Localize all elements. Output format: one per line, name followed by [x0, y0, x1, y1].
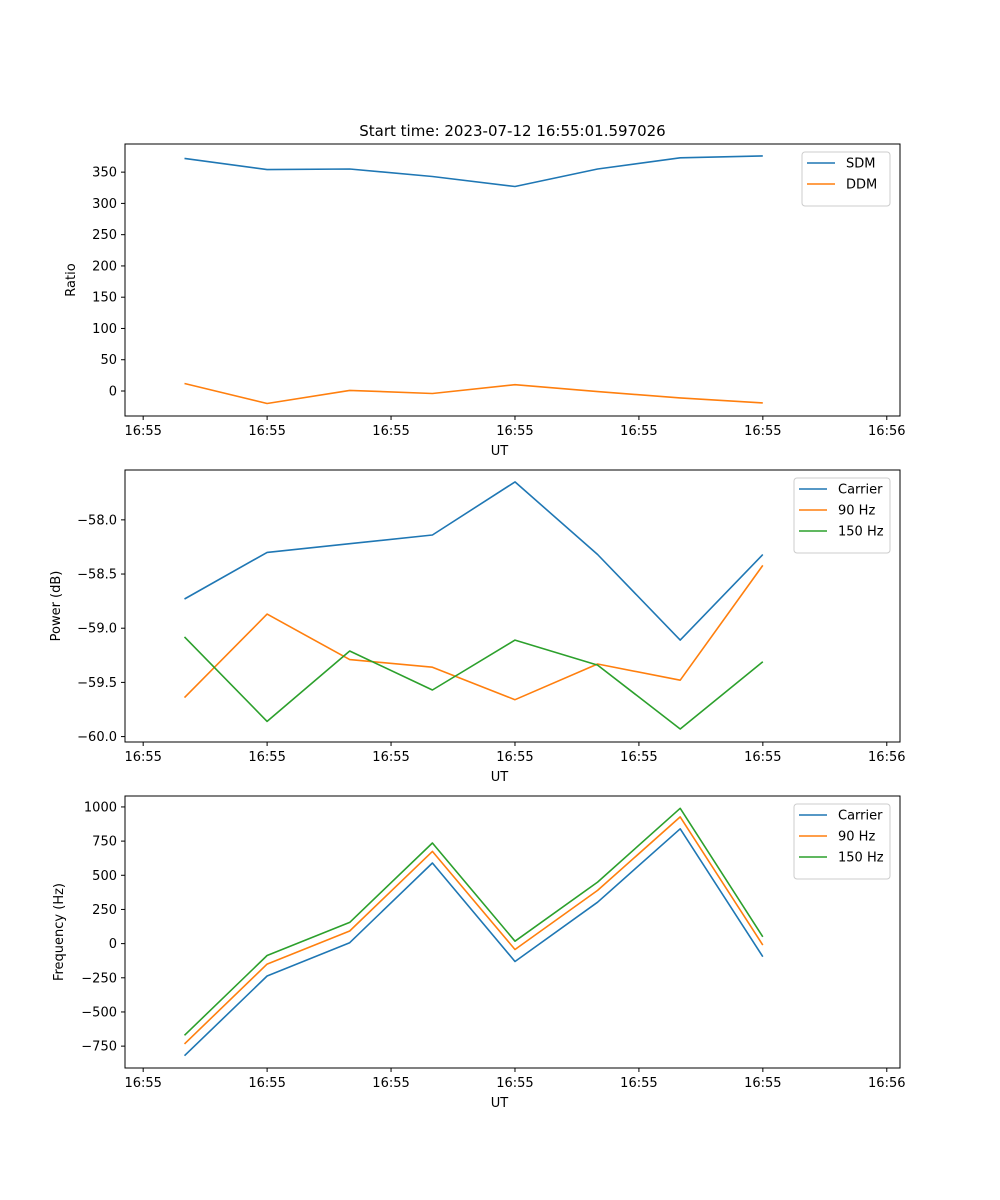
- x-tick-label: 16:55: [496, 424, 533, 439]
- series-line-sdm: [184, 155, 763, 188]
- x-tick-label: 16:56: [868, 424, 905, 439]
- y-tick-label: 750: [92, 835, 117, 850]
- x-tick-label: 16:55: [124, 424, 161, 439]
- legend: SDM DDM: [801, 151, 891, 207]
- y-tick-label: 0: [109, 384, 117, 399]
- x-tick-label: 16:55: [744, 424, 781, 439]
- legend-box: [793, 477, 891, 554]
- y-axis-label: Power (dB): [49, 571, 64, 642]
- plot-frame: [124, 469, 901, 743]
- series-line-carrier: [184, 481, 764, 641]
- figure-title: Start time: 2023-07-12 16:55:01.597026: [359, 122, 665, 140]
- x-tick-label: 16:55: [620, 424, 657, 439]
- y-tick-label: 300: [92, 197, 117, 212]
- y-tick-label: −59.5: [77, 676, 117, 691]
- y-tick-label: −500: [81, 1005, 117, 1020]
- y-tick-label: 150: [92, 291, 117, 306]
- x-tick-label: 16:55: [124, 750, 161, 765]
- y-tick-label: 50: [100, 353, 117, 368]
- x-tick-label: 16:55: [248, 424, 285, 439]
- series-line-150-hz: [183, 636, 764, 730]
- legend: Carrier 90 Hz 150 Hz: [793, 477, 891, 554]
- y-axis-label: Frequency (Hz): [52, 883, 67, 981]
- legend-label: 90 Hz: [838, 830, 875, 845]
- legend-label: 90 Hz: [838, 504, 875, 519]
- series-line-90-hz: [183, 564, 764, 701]
- legend-box: [793, 803, 891, 880]
- x-tick-label: 16:55: [744, 1076, 781, 1091]
- legend-label: Carrier: [838, 809, 883, 824]
- plot-frame: [124, 795, 901, 1069]
- x-tick-label: 16:56: [868, 750, 905, 765]
- x-tick-label: 16:55: [372, 1076, 409, 1091]
- y-axis-label: Ratio: [64, 263, 79, 296]
- x-tick-label: 16:55: [372, 424, 409, 439]
- y-tick-label: 250: [92, 903, 117, 918]
- series-line-ddm: [184, 382, 763, 405]
- x-tick-label: 16:55: [496, 750, 533, 765]
- x-tick-label: 16:55: [124, 1076, 161, 1091]
- subplot-2: 16:55 16:55 16:55 16:55 16:55 16:55 16:56 −60.0…: [49, 469, 906, 785]
- series-line-90-hz: [183, 816, 764, 1045]
- x-axis-label: UT: [491, 1096, 509, 1111]
- y-tick-label: 500: [92, 869, 117, 884]
- legend-label: DDM: [846, 178, 877, 193]
- series-line-150-hz: [183, 807, 764, 1036]
- y-tick-label: −59.0: [77, 622, 117, 637]
- series-line-carrier: [183, 827, 764, 1057]
- x-tick-label: 16:55: [248, 750, 285, 765]
- y-tick-label: 350: [92, 166, 117, 181]
- y-tick-label: −58.0: [77, 513, 117, 528]
- x-tick-label: 16:56: [868, 1076, 905, 1091]
- x-axis-label: UT: [491, 770, 509, 785]
- subplot-1: 16:55 16:55 16:55 16:55 16:55 16:55 16:56 0 50 10…: [64, 143, 906, 459]
- y-tick-label: 1000: [84, 800, 117, 815]
- x-axis-label: UT: [491, 444, 509, 459]
- x-tick-label: 16:55: [496, 1076, 533, 1091]
- y-tick-label: −60.0: [77, 730, 117, 745]
- x-tick-label: 16:55: [248, 1076, 285, 1091]
- x-tick-label: 16:55: [744, 750, 781, 765]
- legend-label: Carrier: [838, 483, 883, 498]
- plot-frame: [124, 143, 901, 417]
- subplots: 16:55 16:55 16:55 16:55 16:55 16:55 16:56 0 50 10…: [49, 143, 906, 1111]
- legend-box: [801, 151, 891, 207]
- y-tick-label: −58.5: [77, 568, 117, 583]
- subplot-3: 16:55 16:55 16:55 16:55 16:55 16:55 16:56 −750 −…: [52, 795, 906, 1111]
- y-tick-label: 250: [92, 228, 117, 243]
- x-tick-label: 16:55: [620, 750, 657, 765]
- legend: Carrier 90 Hz 150 Hz: [793, 803, 891, 880]
- y-tick-label: 200: [92, 259, 117, 274]
- y-tick-label: 100: [92, 322, 117, 337]
- x-tick-label: 16:55: [620, 1076, 657, 1091]
- y-tick-label: −750: [81, 1040, 117, 1055]
- legend-label: SDM: [846, 157, 875, 172]
- y-tick-label: 0: [109, 937, 117, 952]
- y-tick-label: −250: [81, 971, 117, 986]
- legend-label: 150 Hz: [838, 851, 884, 866]
- x-tick-label: 16:55: [372, 750, 409, 765]
- legend-label: 150 Hz: [838, 525, 884, 540]
